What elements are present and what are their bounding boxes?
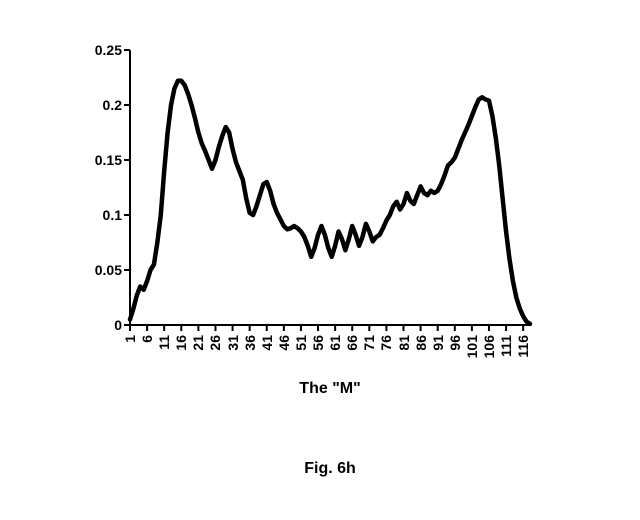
x-tick-label: 106 bbox=[481, 335, 497, 358]
y-tick-label: 0.25 bbox=[95, 42, 122, 58]
x-tick-label: 11 bbox=[156, 335, 172, 350]
x-tick-label: 31 bbox=[225, 335, 241, 351]
y-tick-label: 0.2 bbox=[103, 97, 122, 113]
x-tick-label: 101 bbox=[464, 335, 480, 358]
x-tick-label: 96 bbox=[447, 335, 463, 351]
y-tick-label: 0.05 bbox=[95, 262, 122, 278]
x-tick-label: 21 bbox=[190, 335, 206, 351]
x-tick-label: 16 bbox=[173, 335, 189, 351]
x-tick-label: 6 bbox=[139, 335, 155, 343]
y-axis-tick-labels: 00.050.10.150.20.25 bbox=[0, 50, 122, 325]
x-tick-label: 81 bbox=[396, 335, 412, 351]
x-tick-label: 76 bbox=[378, 335, 394, 351]
x-tick-label: 56 bbox=[310, 335, 326, 351]
x-tick-label: 51 bbox=[293, 335, 309, 351]
data-line bbox=[130, 81, 530, 324]
y-tick-label: 0 bbox=[114, 317, 122, 333]
x-tick-label: 26 bbox=[207, 335, 223, 351]
x-tick-label: 111 bbox=[498, 335, 514, 357]
x-tick-label: 1 bbox=[122, 335, 138, 343]
figure-caption: Fig. 6h bbox=[230, 460, 430, 478]
x-axis-label: The "M" bbox=[230, 380, 430, 398]
chart-plot-area bbox=[130, 50, 530, 325]
x-tick-label: 86 bbox=[413, 335, 429, 351]
x-tick-label: 91 bbox=[430, 335, 446, 351]
y-tick-label: 0.15 bbox=[95, 152, 122, 168]
x-axis-tick-labels: 1611162126313641465156616671768186919610… bbox=[130, 335, 530, 385]
y-tick-label: 0.1 bbox=[103, 207, 122, 223]
x-tick-label: 46 bbox=[276, 335, 292, 351]
x-tick-label: 61 bbox=[327, 335, 343, 351]
x-tick-label: 116 bbox=[515, 335, 531, 358]
figure: 00.050.10.150.20.25 16111621263136414651… bbox=[0, 0, 640, 520]
x-tick-label: 71 bbox=[361, 335, 377, 351]
x-tick-label: 36 bbox=[242, 335, 258, 351]
x-tick-label: 66 bbox=[344, 335, 360, 351]
x-tick-label: 41 bbox=[259, 335, 275, 351]
